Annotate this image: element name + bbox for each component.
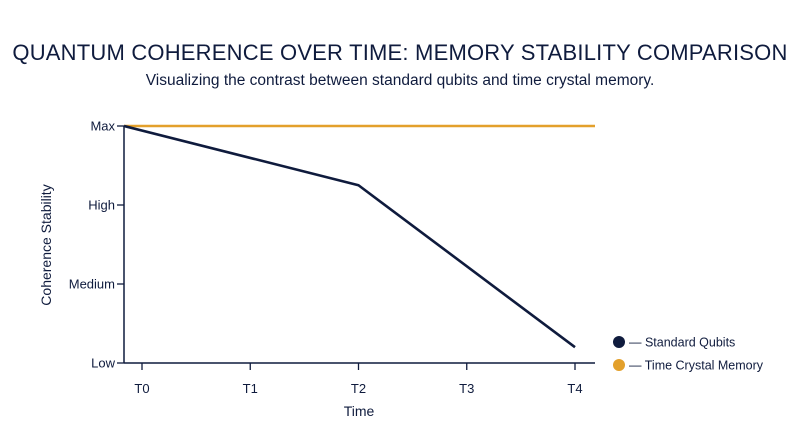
y-tick-label: High (88, 198, 115, 213)
series-line (123, 124, 576, 349)
legend-label: — Time Crystal Memory (629, 359, 764, 373)
chart-axes: Low Medium High Max T0 T1 T2 T3 T4 (69, 119, 595, 396)
legend-label: — Standard Qubits (629, 336, 735, 350)
x-tick-label: T2 (351, 381, 366, 396)
x-tick-label: T3 (459, 381, 474, 396)
x-tick-label: T0 (134, 381, 149, 396)
x-axis-label: Time (344, 403, 375, 419)
y-tick-label: Max (90, 119, 115, 134)
x-tick-label: T4 (567, 381, 582, 396)
legend-marker (613, 336, 625, 348)
legend: — Standard Qubits — Time Crystal Memory (613, 336, 764, 373)
chart-subtitle: Visualizing the contrast between standar… (145, 72, 655, 89)
y-tick-label: Low (91, 356, 115, 371)
x-tick-label: T1 (243, 381, 258, 396)
series-layer (123, 124, 595, 349)
legend-marker (613, 359, 625, 371)
y-axis-label: Coherence Stability (38, 184, 54, 305)
y-tick-label: Medium (69, 277, 115, 292)
chart-title: QUANTUM COHERENCE OVER TIME: MEMORY STAB… (12, 40, 788, 65)
